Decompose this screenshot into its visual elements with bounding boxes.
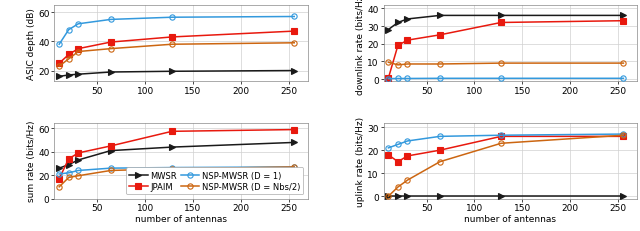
Y-axis label: sum rate (bits/Hz): sum rate (bits/Hz) (27, 120, 36, 201)
Legend: MWSR, JPAIM, NSP-MWSR (D = 1), NSP-MWSR (D = Nbs/2): MWSR, JPAIM, NSP-MWSR (D = 1), NSP-MWSR … (126, 167, 303, 195)
Y-axis label: ASIC depth (dB): ASIC depth (dB) (27, 8, 36, 79)
X-axis label: number of antennas: number of antennas (135, 214, 227, 223)
X-axis label: number of antennas: number of antennas (464, 214, 556, 223)
Y-axis label: uplink rate (bits/Hz): uplink rate (bits/Hz) (356, 116, 365, 206)
Y-axis label: downlink rate (bits/Hz): downlink rate (bits/Hz) (356, 0, 365, 95)
